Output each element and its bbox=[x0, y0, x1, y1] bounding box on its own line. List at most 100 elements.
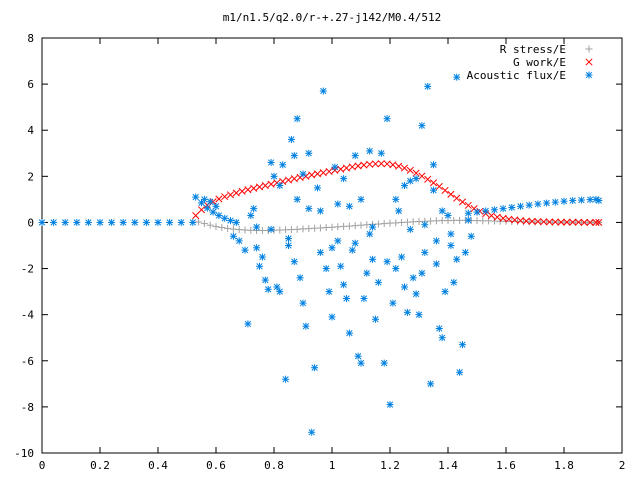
data-point bbox=[299, 170, 307, 178]
x-tick-label: 0.4 bbox=[148, 459, 168, 472]
data-point bbox=[369, 223, 377, 231]
data-point bbox=[461, 248, 469, 256]
data-point bbox=[73, 218, 81, 226]
data-point bbox=[84, 218, 92, 226]
data-point bbox=[276, 288, 284, 296]
data-point bbox=[308, 171, 316, 179]
data-point bbox=[493, 213, 501, 221]
data-point bbox=[250, 205, 258, 213]
data-point bbox=[241, 246, 249, 254]
data-point bbox=[197, 206, 206, 214]
data-point bbox=[377, 149, 385, 157]
data-point bbox=[357, 195, 365, 203]
data-point bbox=[540, 218, 548, 226]
data-point bbox=[302, 322, 310, 330]
data-point bbox=[282, 375, 290, 383]
data-point bbox=[154, 218, 162, 226]
data-point bbox=[412, 169, 420, 177]
data-point bbox=[206, 198, 214, 206]
data-point bbox=[551, 198, 559, 206]
data-point bbox=[203, 204, 211, 212]
data-point bbox=[366, 147, 374, 155]
data-point bbox=[516, 217, 525, 225]
data-point bbox=[258, 253, 266, 261]
data-point bbox=[331, 163, 339, 171]
data-point bbox=[177, 218, 185, 226]
data-point bbox=[545, 218, 554, 226]
data-point bbox=[398, 253, 406, 261]
data-point bbox=[290, 152, 298, 160]
data-point bbox=[267, 159, 275, 166]
data-point bbox=[61, 218, 69, 226]
data-point bbox=[429, 179, 438, 187]
legend-marker bbox=[585, 71, 593, 79]
x-tick-label: 0.2 bbox=[90, 459, 110, 472]
data-point bbox=[119, 218, 127, 226]
data-point bbox=[235, 237, 243, 245]
data-point bbox=[285, 242, 292, 249]
data-point bbox=[325, 288, 333, 296]
data-point bbox=[467, 232, 475, 240]
data-point bbox=[528, 217, 536, 225]
data-point bbox=[586, 218, 594, 226]
series-acoustic-flux-e bbox=[38, 73, 603, 436]
data-point bbox=[447, 230, 455, 238]
data-point bbox=[574, 218, 583, 226]
data-point bbox=[569, 197, 577, 205]
x-tick-label: 1.4 bbox=[438, 459, 458, 472]
data-point bbox=[293, 195, 301, 203]
data-point bbox=[557, 218, 565, 226]
y-tick-label: 2 bbox=[27, 170, 34, 183]
data-point bbox=[342, 164, 351, 172]
data-point bbox=[482, 207, 490, 215]
data-point bbox=[577, 196, 585, 204]
data-point bbox=[464, 209, 472, 217]
data-point bbox=[435, 182, 443, 191]
data-point bbox=[357, 359, 365, 367]
y-tick-label: 6 bbox=[27, 78, 34, 91]
data-point bbox=[296, 274, 304, 282]
series-layer bbox=[38, 73, 603, 436]
data-point bbox=[337, 262, 345, 270]
data-point bbox=[401, 283, 408, 291]
data-point bbox=[363, 269, 371, 277]
data-point bbox=[595, 197, 603, 205]
data-point bbox=[406, 225, 414, 233]
series-g-work-e bbox=[192, 160, 603, 226]
data-point bbox=[264, 285, 272, 293]
data-point bbox=[279, 161, 287, 169]
data-point bbox=[427, 380, 435, 388]
data-point bbox=[543, 199, 551, 207]
chart-title: m1/n1.5/q2.0/r-+.27-j142/M0.4/512 bbox=[223, 11, 442, 24]
data-point bbox=[592, 218, 600, 226]
data-point bbox=[499, 214, 507, 222]
legend-marker bbox=[585, 45, 593, 53]
data-point bbox=[192, 193, 200, 201]
data-point bbox=[267, 180, 275, 188]
data-point bbox=[316, 248, 324, 256]
data-point bbox=[534, 217, 542, 226]
data-point bbox=[453, 255, 461, 263]
data-point bbox=[400, 164, 409, 172]
data-point bbox=[313, 170, 322, 178]
data-point bbox=[316, 207, 324, 215]
data-point bbox=[392, 265, 400, 273]
data-point bbox=[453, 194, 461, 202]
x-tick-label: 1.6 bbox=[496, 459, 516, 472]
data-point bbox=[389, 161, 397, 169]
y-tick-label: 4 bbox=[27, 124, 34, 137]
data-point bbox=[311, 364, 319, 372]
data-point bbox=[406, 177, 414, 185]
data-point bbox=[212, 202, 220, 210]
data-point bbox=[250, 184, 258, 192]
data-point bbox=[351, 152, 359, 160]
data-point bbox=[244, 186, 252, 194]
data-point bbox=[441, 186, 449, 194]
data-point bbox=[290, 175, 298, 183]
data-point bbox=[351, 239, 359, 247]
data-point bbox=[432, 237, 440, 245]
data-point bbox=[215, 195, 223, 203]
data-point bbox=[458, 198, 467, 206]
data-point bbox=[314, 184, 321, 192]
